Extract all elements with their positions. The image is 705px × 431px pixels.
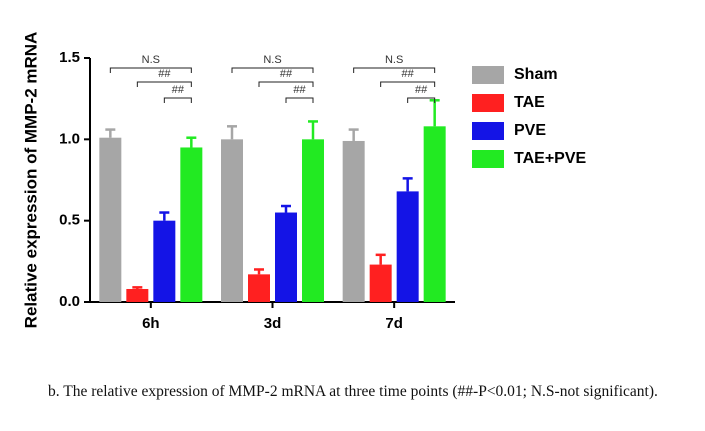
legend-label: TAE+PVE (514, 150, 587, 167)
significance-label: ## (280, 68, 293, 80)
bar (369, 264, 392, 302)
significance-label: ## (402, 68, 415, 80)
bar (423, 126, 446, 302)
significance-bracket (231, 67, 314, 73)
y-tick-label: 0.0 (59, 293, 80, 310)
bar (153, 220, 176, 302)
legend-label: PVE (514, 122, 546, 139)
y-tick-label: 0.5 (59, 212, 80, 229)
chart: Relative expression of MMP-2 mRNA 0.0 0.5… (21, 32, 587, 332)
significance-label: N.S (263, 54, 281, 66)
bar (248, 274, 270, 302)
bar (342, 140, 365, 302)
significance-bracket (407, 97, 436, 103)
significance-label: ## (415, 84, 428, 96)
y-tick-label: 1.0 (59, 130, 80, 147)
significance-bracket (353, 67, 436, 73)
bar (396, 191, 419, 302)
significance-bracket (380, 81, 436, 87)
legend-swatch (472, 150, 504, 168)
significance-bracket (258, 81, 314, 87)
y-tick-label: 1.5 (59, 49, 80, 66)
significance-bracket (109, 67, 192, 73)
x-tick-label: 7d (385, 315, 403, 332)
bar (126, 288, 149, 302)
bar (221, 139, 243, 302)
significance-label: N.S (142, 54, 160, 66)
significance-label: ## (293, 84, 306, 96)
x-tick-label: 6h (142, 315, 160, 332)
bar (180, 147, 203, 302)
caption: b. The relative expression of MMP-2 mRNA… (48, 383, 658, 400)
legend-label: TAE (514, 94, 545, 111)
significance-label: ## (172, 84, 185, 96)
bar (302, 139, 324, 302)
legend-swatch (472, 94, 504, 112)
legend-swatch (472, 122, 504, 140)
significance-bracket (136, 81, 192, 87)
bar (275, 212, 297, 302)
significance-bracket (285, 97, 314, 103)
y-axis-label: Relative expression of MMP-2 mRNA (21, 32, 40, 329)
bar (99, 137, 122, 302)
x-tick-label: 3d (264, 315, 282, 332)
significance-label: ## (158, 68, 171, 80)
legend-swatch (472, 66, 504, 84)
significance-bracket (163, 97, 192, 103)
legend-label: Sham (514, 66, 558, 83)
significance-label: N.S (385, 54, 403, 66)
